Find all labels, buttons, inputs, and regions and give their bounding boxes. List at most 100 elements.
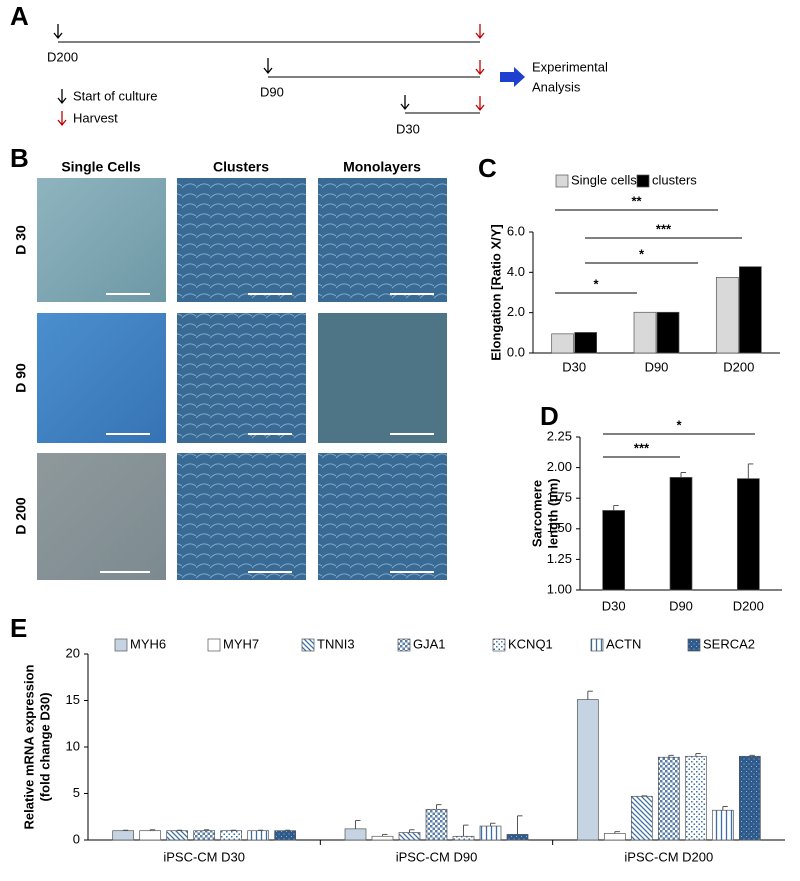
bar (633, 311, 657, 354)
error-bar (436, 804, 442, 810)
legend-label: SERCA2 (703, 636, 755, 651)
y-tick-label: 2.25 (547, 428, 572, 443)
panel-label: E (10, 613, 27, 643)
y-tick-label: 1.50 (547, 520, 572, 535)
legend-swatch (301, 638, 315, 652)
panel-label: C (478, 153, 497, 183)
error-bar (613, 505, 619, 511)
significance-label: ** (631, 193, 642, 208)
start-label: D30 (396, 121, 420, 136)
arrows (53, 24, 485, 127)
error-bar (382, 833, 388, 837)
error-bar (695, 753, 701, 757)
x-tick-label: D90 (645, 359, 669, 374)
y-tick-label: 1.00 (547, 581, 572, 596)
legend-label: Harvest (73, 110, 118, 125)
error-bar (355, 819, 361, 829)
x-tick-label: D30 (602, 598, 626, 613)
error-bar (722, 806, 728, 811)
legend-label: MYH6 (130, 636, 166, 651)
y-tick-label: 20 (66, 645, 80, 660)
bar (166, 830, 189, 841)
panel-label: A (10, 1, 29, 31)
y-tick-label: 1.25 (547, 551, 572, 566)
x-tick-label: iPSC-CM D200 (624, 849, 713, 864)
bar (574, 332, 598, 354)
column-header: Monolayers (343, 159, 421, 175)
error-bar (614, 831, 620, 834)
column-header: Clusters (213, 159, 269, 175)
bar (711, 809, 734, 841)
legend-swatch (636, 174, 650, 188)
panel-label: D (540, 401, 559, 431)
y-axis-title: (fold change D30) (37, 692, 52, 801)
row-header: D 200 (13, 497, 29, 535)
result-label: Experimental (532, 59, 608, 74)
error-bar (463, 824, 469, 837)
column-header: Single Cells (61, 159, 141, 175)
row-header: D 90 (13, 363, 29, 393)
bar (274, 830, 297, 841)
significance-label: *** (656, 221, 672, 236)
legend-swatch (207, 638, 221, 652)
error-bar (747, 463, 754, 479)
bar (220, 830, 243, 841)
legend-label: Start of culture (73, 88, 158, 103)
error-bar (749, 754, 755, 757)
start-label: D90 (260, 84, 284, 99)
bar (344, 828, 367, 841)
bar (736, 478, 760, 591)
legend-swatch (687, 638, 701, 652)
bar (738, 266, 762, 354)
bar (371, 835, 394, 841)
error-bar (409, 829, 415, 833)
legend-label: clusters (652, 172, 697, 187)
y-tick-label: 6.0 (507, 223, 525, 238)
y-tick-label: 5 (73, 785, 80, 800)
bar (715, 277, 739, 354)
error-bar (587, 690, 593, 700)
start-label: D200 (47, 49, 78, 64)
y-tick-label: 2.0 (507, 304, 525, 319)
bar (669, 477, 693, 591)
bar (112, 830, 135, 841)
panel-label: B (10, 143, 29, 173)
x-tick-label: iPSC-CM D30 (163, 849, 245, 864)
legend-label: ACTN (606, 636, 641, 651)
bar (247, 830, 270, 841)
bar (657, 756, 680, 841)
y-tick-label: 15 (66, 692, 80, 707)
row-header: D 30 (13, 225, 29, 255)
legend-label: Single cells (571, 172, 637, 187)
significance-label: *** (634, 440, 650, 455)
x-tick-label: D90 (669, 598, 693, 613)
error-bar (490, 822, 496, 827)
y-tick-label: 1.75 (547, 490, 572, 505)
bar (551, 333, 575, 354)
significance-label: * (593, 276, 599, 291)
bar (603, 833, 626, 841)
y-axis-title: Elongation [Ratio X/Y] (488, 224, 503, 361)
error-bar (680, 471, 686, 478)
bar (576, 699, 599, 841)
bar (139, 830, 162, 841)
bar (602, 510, 626, 591)
legend-label: GJA1 (413, 636, 446, 651)
y-tick-label: 4.0 (507, 264, 525, 279)
x-tick-label: iPSC-CM D90 (396, 849, 478, 864)
x-tick-label: D30 (562, 359, 586, 374)
legend-label: MYH7 (223, 636, 259, 651)
y-axis-title: Sarcomere (529, 480, 544, 547)
bar (506, 834, 529, 841)
error-bar (668, 754, 674, 758)
legend-label: KCNQ1 (508, 636, 553, 651)
micrographs (37, 178, 447, 580)
y-tick-label: 0.0 (507, 344, 525, 359)
y-tick-label: 2.00 (547, 459, 572, 474)
legend-swatch (590, 638, 604, 652)
bar (738, 755, 761, 841)
legend-swatch (114, 638, 128, 652)
significance-label: * (639, 246, 645, 261)
bar (398, 832, 421, 841)
